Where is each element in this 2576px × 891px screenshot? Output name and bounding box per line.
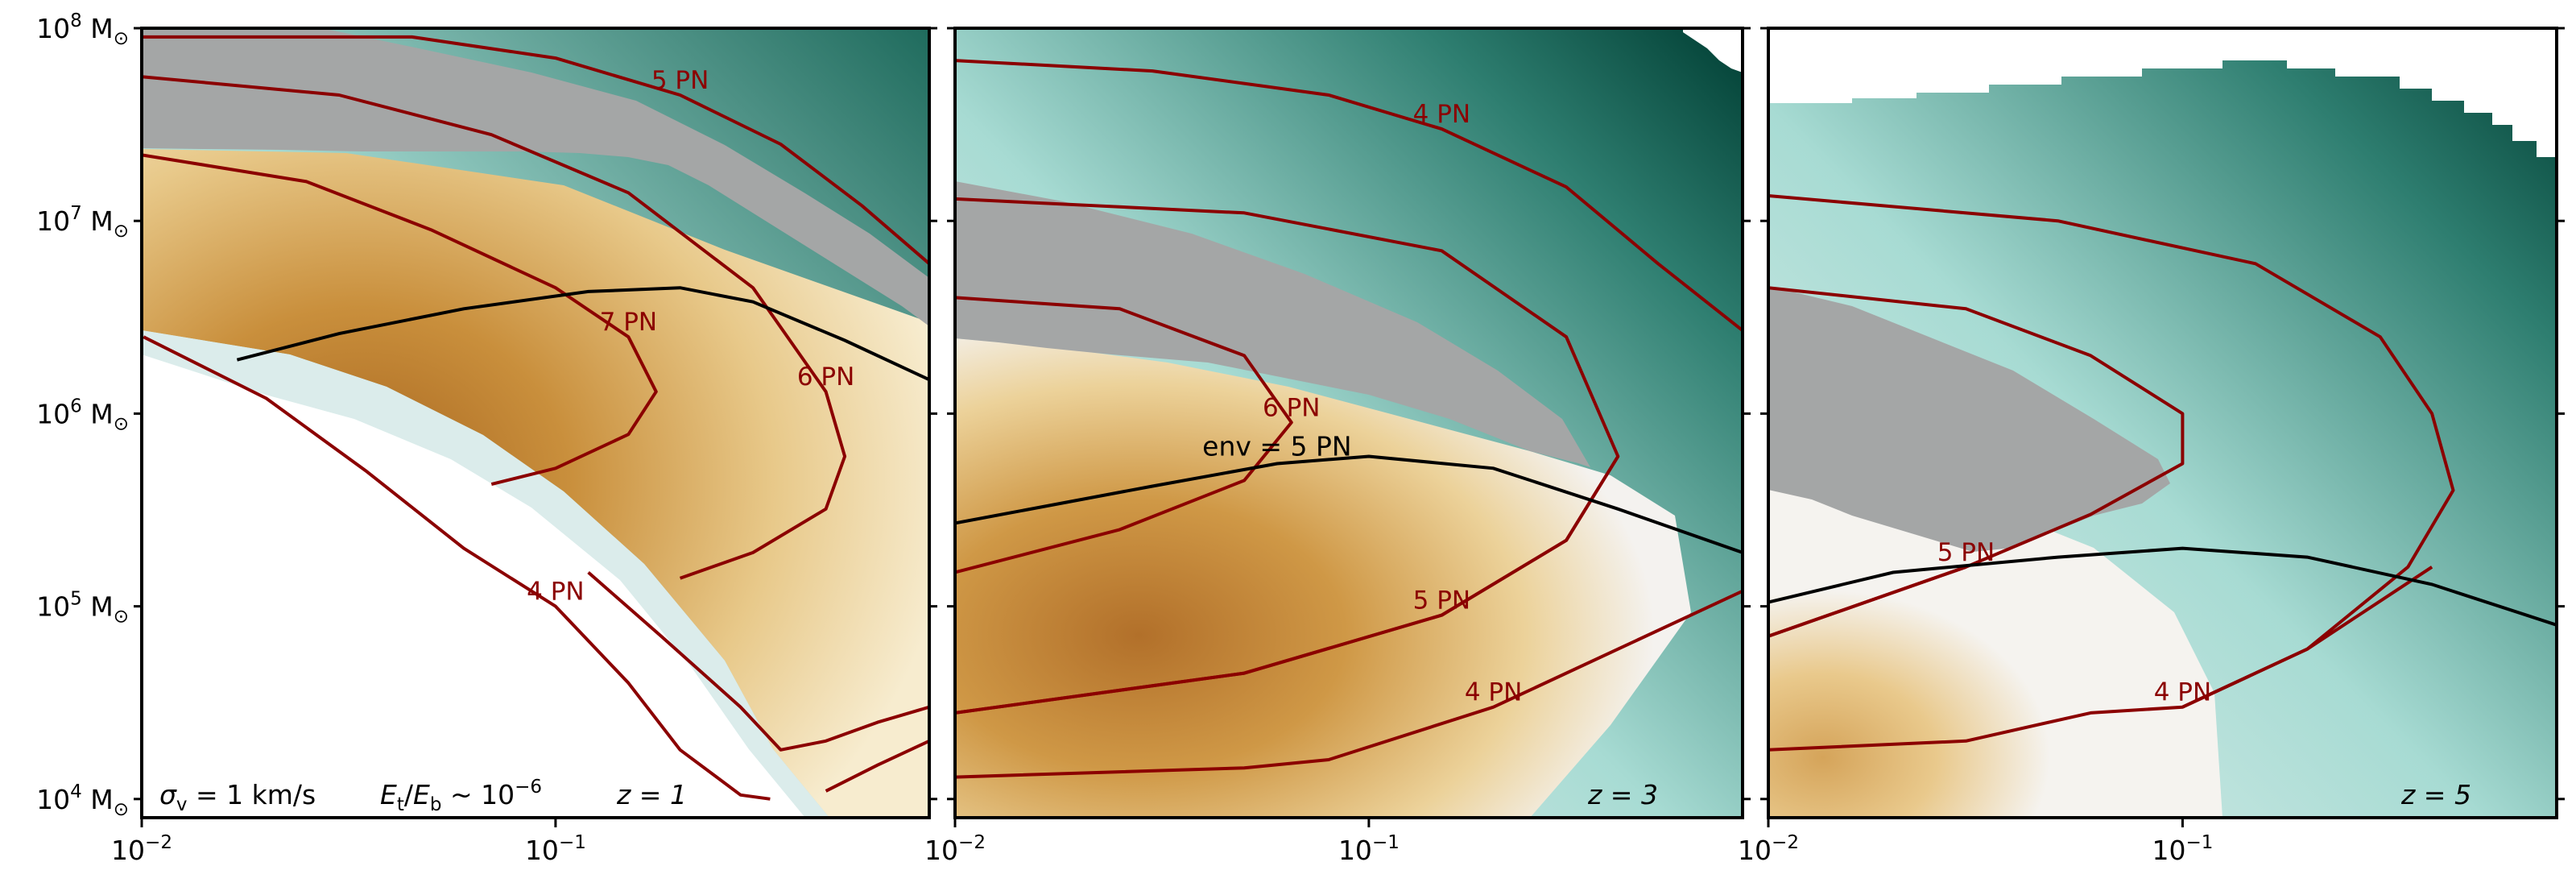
- pn-contour-line: [587, 570, 929, 752]
- pn-contour-line: [143, 335, 771, 801]
- brown-region: [142, 149, 929, 818]
- pn-contour-line: [955, 59, 1743, 332]
- redshift-label-panel-2: z = 3: [1587, 779, 1658, 810]
- axes: 104 M⊙ 105 M⊙ 106 M⊙ 107 M⊙ 108 M⊙ 10−2 10−1 10…: [36, 10, 2565, 866]
- panel-3-frame: [1767, 27, 2558, 819]
- x-tick-label: 10−1: [2152, 832, 2213, 866]
- panel-1: 4 PN 5 PN 6 PN 7 PN: [140, 27, 931, 819]
- y-tick-label: 105 M⊙: [36, 589, 129, 628]
- pn-contour-label: 4 PN: [2154, 678, 2211, 707]
- pn-contour-line: [142, 153, 658, 487]
- excluded-gray-region: [955, 181, 1590, 467]
- pn-contour-label: 4 PN: [527, 578, 584, 607]
- pn-contour-line: [142, 75, 847, 580]
- x-tick-label: 10−2: [924, 832, 986, 866]
- y-tick-label: 104 M⊙: [36, 781, 129, 820]
- pn-contour-line: [955, 455, 1620, 715]
- pn-contour-line: [955, 589, 1743, 779]
- pn-contour-label: 5 PN: [1413, 586, 1470, 615]
- sigma-annotation: σv = 1 km/s: [159, 779, 316, 815]
- env-contour-line: [236, 286, 929, 382]
- pn-contour-label: 4 PN: [1413, 100, 1470, 129]
- pn-contour-label: 5 PN: [1937, 538, 1995, 567]
- excluded-gray-region: [1768, 286, 2170, 552]
- pn-contour-line: [142, 35, 929, 265]
- x-tick-label: 10−2: [1738, 832, 1799, 866]
- redshift-label-panel-1: z = 1: [616, 779, 687, 810]
- panel-2: 4 PN 6 PN 5 PN 4 PN env = 5 PN: [953, 27, 1744, 819]
- pn-contour-line: [825, 739, 929, 793]
- white-region: [142, 354, 805, 818]
- x-tick-label: 10−2: [111, 832, 172, 866]
- pn-contour-line: [1768, 566, 2433, 752]
- pn-contour-line: [1768, 286, 2185, 638]
- energy-ratio-annotation: Et/Eb ~ 10−6: [380, 777, 542, 815]
- pn-contour-label: 5 PN: [651, 66, 709, 95]
- panel-1-frame: [140, 27, 931, 819]
- env-contour-label: env = 5 PN: [1202, 431, 1351, 462]
- y-tick-label: 107 M⊙: [36, 203, 129, 242]
- excluded-gray-region: [142, 28, 929, 326]
- x-tick-label: 10−1: [525, 832, 586, 866]
- env-contour-line: [1768, 546, 2557, 627]
- pn-contour-line: [1768, 565, 1967, 638]
- pn-contour-label: 7 PN: [600, 308, 657, 337]
- pn-contour-line: [955, 296, 1293, 574]
- brown-region: [955, 338, 1691, 818]
- y-tick-label: 108 M⊙: [36, 10, 129, 49]
- x-tick-label: 10−1: [1338, 832, 1400, 866]
- y-tick-label: 106 M⊙: [36, 396, 129, 434]
- panel-3: 5 PN 4 PN: [1767, 27, 2558, 819]
- annotations: σv = 1 km/s Et/Eb ~ 10−6 z = 1 z = 3 z =…: [159, 777, 2471, 815]
- pn-contour-label: 6 PN: [797, 363, 854, 392]
- redshift-label-panel-3: z = 5: [2400, 779, 2471, 810]
- env-contour-line: [955, 454, 1743, 554]
- pn-contour-line: [1768, 194, 2455, 709]
- brown-region: [1768, 483, 2222, 818]
- pn-contour-label: 4 PN: [1465, 678, 1522, 707]
- panel-2-frame: [953, 27, 1744, 819]
- pn-contour-label: 6 PN: [1263, 393, 1320, 422]
